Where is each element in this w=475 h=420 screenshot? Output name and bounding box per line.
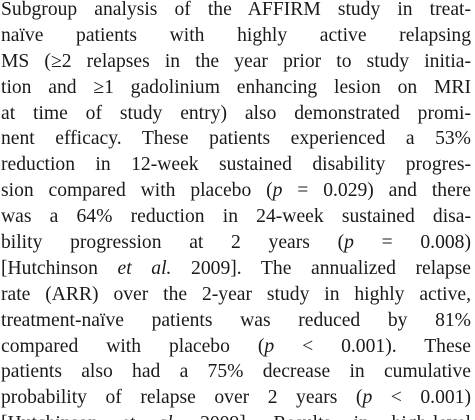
text-run: [Hutchinson	[1, 257, 118, 279]
text-line: nent efficacy. These patients experience…	[1, 126, 471, 152]
text-run: nent efficacy. These patients experience…	[1, 128, 471, 150]
text-run: rate (ARR) over the 2-year study in high…	[1, 283, 471, 305]
text-run: at time of study entry) also demonstrate…	[1, 102, 471, 124]
italic-run: p	[362, 387, 373, 409]
italic-run: p	[272, 180, 283, 202]
text-line: Subgroup analysis of the AFFIRM study in…	[1, 0, 471, 23]
text-line: MS (≥2 relapses in the year prior to stu…	[1, 49, 471, 75]
text-line: naïve patients with highly active relaps…	[1, 23, 471, 49]
text-run: probability of relapse over 2 years (	[1, 387, 363, 409]
text-run: tion and ≥1 gadolinium enhancing lesion …	[1, 76, 471, 98]
text-line: rate (ARR) over the 2-year study in high…	[1, 282, 471, 308]
text-run: < 0.001)	[372, 387, 471, 409]
text-run: sion compared with placebo (	[1, 180, 273, 202]
text-run: < 0.001). These	[274, 335, 471, 357]
text-run: reduction in 12-week sustained disabilit…	[1, 154, 471, 176]
text-run: [Hutchinson	[1, 413, 121, 420]
text-run: treatment-naïve patients was reduced by …	[1, 309, 471, 331]
text-line: treatment-naïve patients was reduced by …	[1, 308, 471, 334]
text-line: patients also had a 75% decrease in cumu…	[1, 359, 471, 385]
text-line: reduction in 12-week sustained disabilit…	[1, 152, 471, 178]
italic-run: et al.	[121, 413, 178, 420]
text-run: bility progression at 2 years (	[1, 232, 345, 254]
text-line: was a 64% reduction in 24-week sustained…	[1, 204, 471, 230]
text-line: [Hutchinson et al. 2009]. Results in hig…	[1, 411, 471, 420]
text-line: [Hutchinson et al. 2009]. The annualized…	[1, 256, 471, 282]
italic-run: p	[264, 335, 275, 357]
text-line: at time of study entry) also demonstrate…	[1, 101, 471, 127]
text-run: = 0.029) and there	[282, 180, 471, 202]
text-run: naïve patients with highly active relaps…	[1, 24, 471, 46]
text-run: = 0.008)	[353, 232, 471, 254]
text-run: compared with placebo (	[1, 335, 265, 357]
text-line: compared with placebo (p < 0.001). These	[1, 334, 471, 360]
text-run: Subgroup analysis of the AFFIRM study in…	[1, 0, 471, 20]
text-run: 2009]. Results in high-level	[177, 413, 471, 420]
text-line: sion compared with placebo (p = 0.029) a…	[1, 178, 471, 204]
text-line: bility progression at 2 years (p = 0.008…	[1, 230, 471, 256]
italic-run: p	[344, 232, 354, 254]
text-line: tion and ≥1 gadolinium enhancing lesion …	[1, 75, 471, 101]
italic-run: et al.	[117, 257, 172, 279]
text-run: 2009]. The annualized relapse	[171, 257, 471, 279]
text-run: patients also had a 75% decrease in cumu…	[1, 361, 471, 383]
text-run: was a 64% reduction in 24-week sustained…	[1, 206, 471, 228]
text-line: probability of relapse over 2 years (p <…	[1, 385, 471, 411]
text-run: MS (≥2 relapses in the year prior to stu…	[1, 50, 471, 72]
